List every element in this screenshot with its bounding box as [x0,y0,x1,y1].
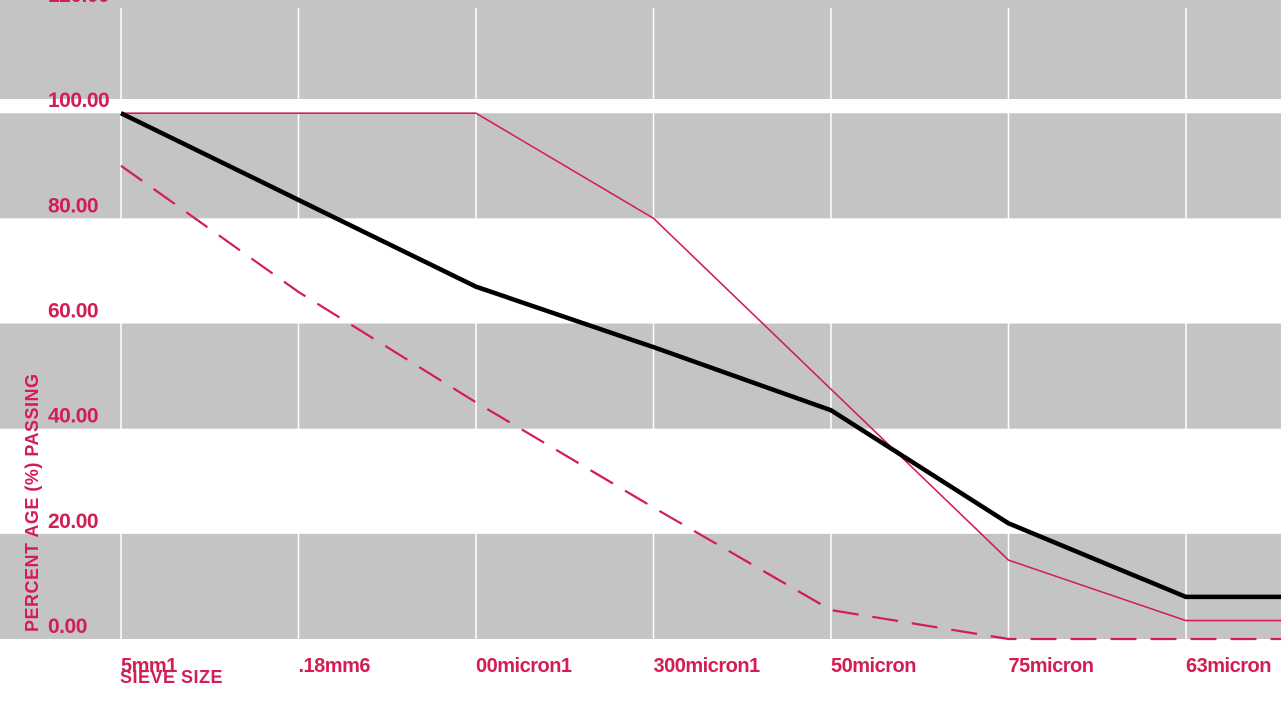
y-tick-label: 0.00 [48,615,87,638]
x-axis-title: SIEVE SIZE [120,667,223,687]
x-tick-label: .18mm6 [299,655,371,677]
x-tick-label: 75micron [1009,655,1094,677]
band [0,533,1281,639]
y-tick-label: 40.00 [48,405,98,428]
y-axis-title: PERCENT AGE (%) PASSING [22,373,42,632]
x-tick-label: 00micron1 [476,655,572,677]
y-tick-label: 60.00 [48,300,98,323]
x-tick-labels: 5mm1 .18mm6 00micron1 300micron1 50micron 75m… [121,655,1271,677]
band [0,8,1281,99]
series-line-1 [121,112,1281,622]
background-bands [0,0,1281,639]
y-tick-label: 20.00 [48,510,98,533]
x-tick-label: 50micron [831,655,916,677]
y-tick-label: 80.00 [48,194,98,217]
x-tick-label: 63micron [1186,655,1271,677]
band [0,113,1281,219]
y-tick-label: 120.00 [48,0,109,7]
data-series [120,111,1281,641]
series-line-2 [120,164,1281,641]
band [0,323,1281,429]
y-tick-label: 100.00 [48,89,109,112]
x-tick-label: 300micron1 [654,655,761,677]
y-tick-labels: 0.00 20.00 40.00 60.00 80.00 100.00 120.00 [48,0,110,638]
series-line-0 [120,111,1281,600]
x-tick-label: 5mm1 [121,655,177,677]
